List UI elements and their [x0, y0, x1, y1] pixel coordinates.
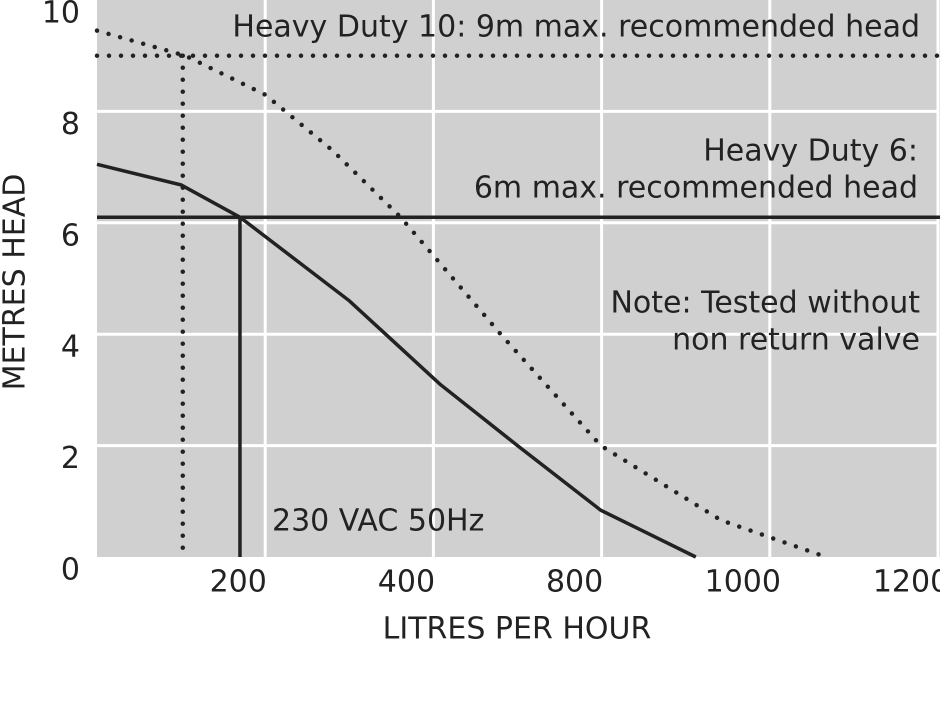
annotation: Heavy Duty 10: 9m max. recommended head — [232, 10, 920, 45]
y-tick-label: 8 — [61, 107, 80, 142]
annotation: non return valve — [672, 323, 920, 358]
annotation: Heavy Duty 6: — [703, 134, 918, 169]
annotation: 230 VAC 50Hz — [272, 504, 484, 539]
y-tick-label: 6 — [61, 218, 80, 253]
x-axis-label: LITRES PER HOUR — [383, 612, 652, 647]
x-tick-label: 1000 — [705, 565, 781, 600]
y-axis-label: METRES HEAD — [0, 174, 33, 391]
plot-area — [97, 0, 940, 557]
curve — [94, 28, 829, 560]
y-tick-label: 4 — [61, 330, 80, 365]
x-tick-label: 400 — [378, 565, 435, 600]
annotation: Note: Tested without — [610, 286, 920, 321]
y-tick-label: 2 — [61, 441, 80, 476]
x-tick-label: 800 — [546, 565, 603, 600]
y-tick-label: 0 — [61, 553, 80, 588]
x-tick-label: 200 — [210, 565, 267, 600]
annotation: 6m max. recommended head — [474, 171, 918, 206]
curve — [96, 162, 697, 559]
x-tick-label: 1200 — [873, 565, 940, 600]
y-tick-label: 10 — [42, 0, 80, 31]
